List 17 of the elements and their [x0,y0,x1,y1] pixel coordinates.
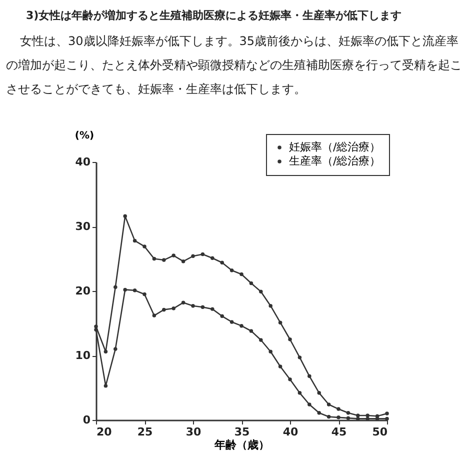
y-tick-label: 20 [75,284,91,298]
y-tick-label: 10 [75,349,91,362]
y-tick-label: 40 [75,156,91,168]
y-tick-label: 0 [82,414,91,426]
x-tick-label: 50 [372,426,388,438]
y-axis-title: (%) [74,130,94,142]
chart-subtitle: 女性は、30歳以降妊娠率が低下します。35歳前後からは、妊娠率の低下と流産率の増加が起こり、たとえ体外受精や顕微授精などの生殖補助医療を行って受精を起こさせることができても、妊娠率・生産率は低下します。 [6,33,463,98]
x-tick-label: 20 [96,426,112,438]
x-tick-label: 40 [282,426,298,438]
legend-label: 妊娠率（/総治療） [289,140,381,154]
legend-label: 生産率（/総治療） [289,154,381,168]
x-tick-label: 30 [186,426,202,438]
y-tick-label: 30 [75,220,91,233]
chart-title: 3)女性は年齢が増加すると生殖補助医療による妊娠率・生産率が低下します [26,8,403,23]
x-tick-label: 25 [137,426,153,438]
x-tick-label: 35 [234,426,250,438]
x-tick-label: 45 [331,426,347,438]
